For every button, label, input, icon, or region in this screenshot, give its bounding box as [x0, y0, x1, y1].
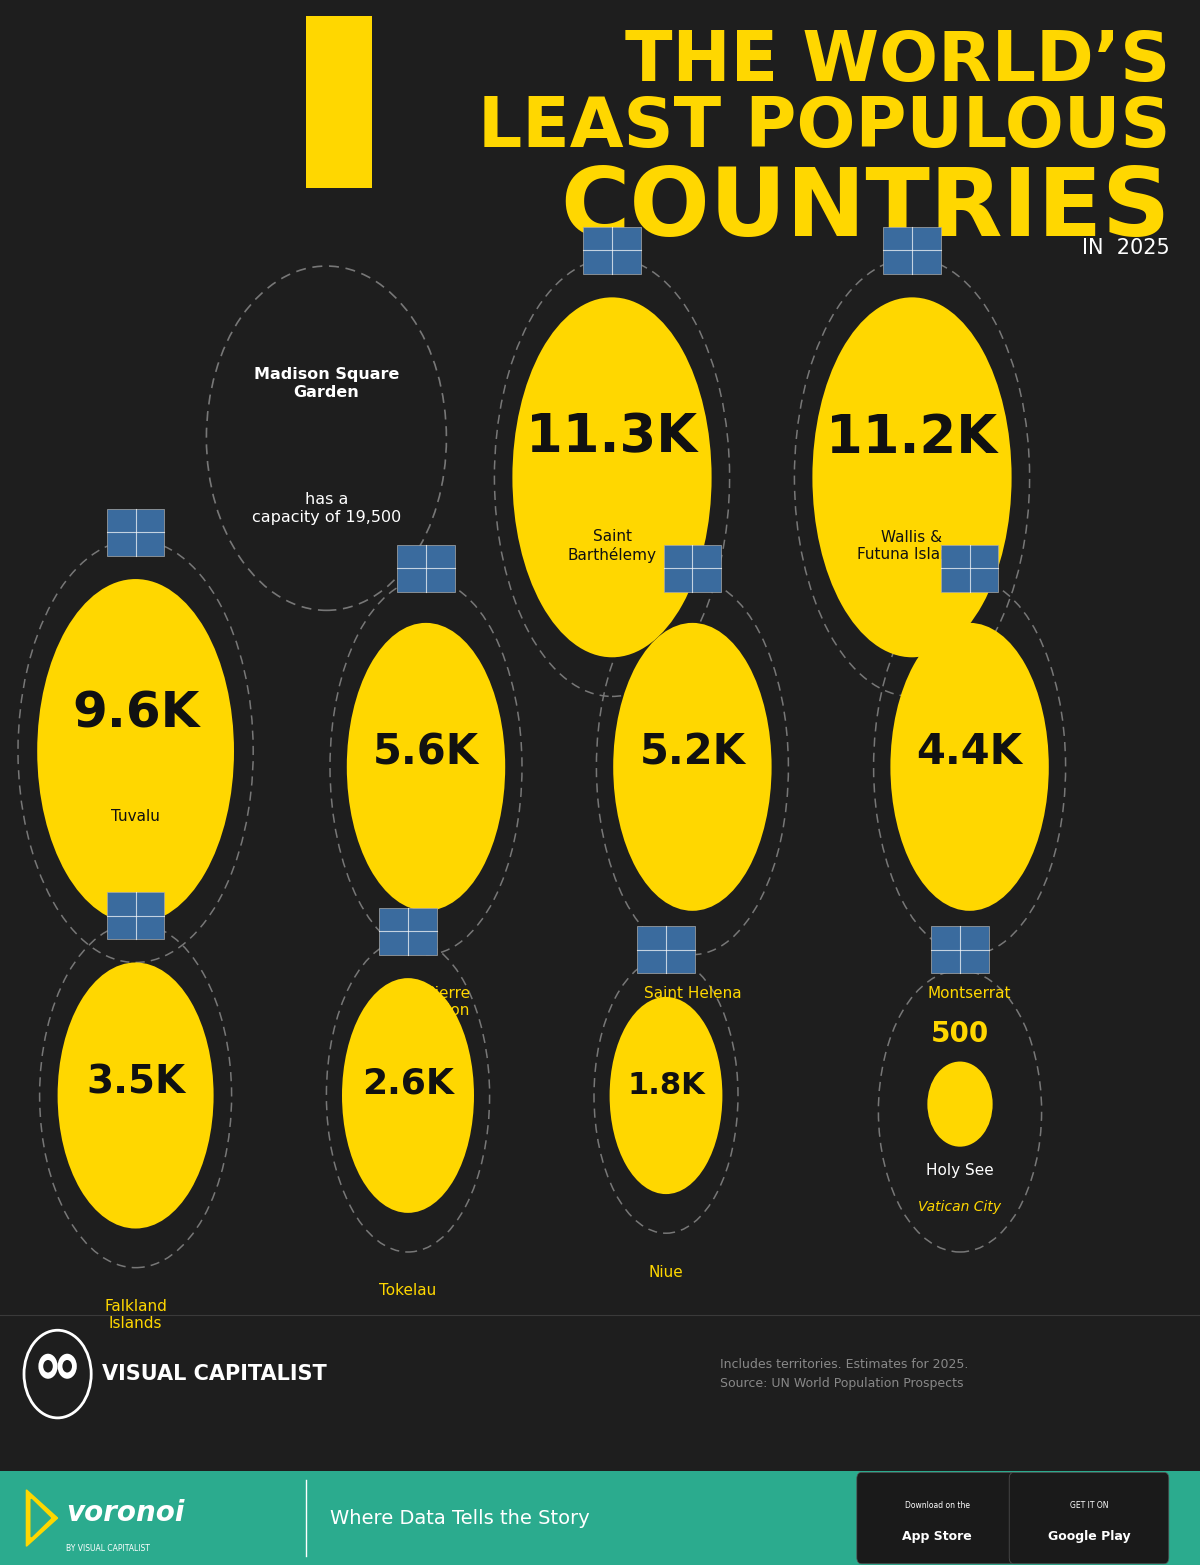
Text: has a
capacity of 19,500: has a capacity of 19,500	[252, 491, 401, 526]
Text: 4.4K: 4.4K	[917, 731, 1022, 773]
Text: Download on the: Download on the	[905, 1501, 970, 1510]
Text: 3.5K: 3.5K	[86, 1063, 185, 1102]
Bar	[306, 16, 372, 188]
Circle shape	[928, 1061, 992, 1147]
Text: Saint Pierre
& Miquelon: Saint Pierre & Miquelon	[382, 986, 470, 1019]
Bar	[883, 227, 941, 274]
Text: VISUAL CAPITALIST: VISUAL CAPITALIST	[102, 1365, 326, 1383]
Bar	[0, 1471, 1200, 1565]
Bar	[107, 892, 164, 939]
Ellipse shape	[812, 297, 1012, 657]
Ellipse shape	[37, 579, 234, 923]
Polygon shape	[26, 1490, 58, 1546]
Bar	[397, 545, 455, 592]
Ellipse shape	[613, 623, 772, 911]
Ellipse shape	[347, 623, 505, 911]
Ellipse shape	[58, 962, 214, 1229]
Text: 2.6K: 2.6K	[362, 1067, 454, 1100]
Text: Madison Square
Garden: Madison Square Garden	[253, 366, 400, 401]
Text: Niue: Niue	[649, 1265, 683, 1280]
Text: Saint
Barthélemy: Saint Barthélemy	[568, 529, 656, 562]
Text: 9.6K: 9.6K	[72, 689, 199, 737]
Text: 1.8K: 1.8K	[628, 1070, 704, 1100]
Ellipse shape	[342, 978, 474, 1213]
Text: Tuvalu: Tuvalu	[112, 809, 160, 825]
Ellipse shape	[512, 297, 712, 657]
Text: 5.2K: 5.2K	[640, 731, 745, 773]
Text: GET IT ON: GET IT ON	[1070, 1501, 1109, 1510]
Text: COUNTRIES: COUNTRIES	[560, 164, 1170, 257]
Text: Wallis &
Futuna Islands: Wallis & Futuna Islands	[857, 529, 967, 562]
Text: Vatican City: Vatican City	[918, 1200, 1002, 1214]
Text: Where Data Tells the Story: Where Data Tells the Story	[330, 1509, 589, 1527]
Text: Falkland
Islands: Falkland Islands	[104, 1299, 167, 1332]
Text: Holy See: Holy See	[926, 1163, 994, 1178]
Text: Includes territories. Estimates for 2025.
Source: UN World Population Prospects: Includes territories. Estimates for 2025…	[720, 1358, 968, 1390]
Bar	[941, 545, 998, 592]
Polygon shape	[31, 1499, 50, 1537]
Text: App Store: App Store	[902, 1531, 972, 1543]
Text: 500: 500	[931, 1020, 989, 1047]
Ellipse shape	[610, 997, 722, 1194]
Text: Saint Helena: Saint Helena	[643, 986, 742, 1002]
FancyBboxPatch shape	[1009, 1473, 1169, 1563]
Text: IN  2025: IN 2025	[1082, 238, 1170, 258]
Bar	[379, 908, 437, 955]
Text: 11.2K: 11.2K	[827, 412, 997, 463]
FancyBboxPatch shape	[857, 1473, 1016, 1563]
Circle shape	[38, 1354, 58, 1379]
Circle shape	[43, 1360, 53, 1373]
Text: Google Play: Google Play	[1049, 1531, 1130, 1543]
Bar	[664, 545, 721, 592]
Text: 5.6K: 5.6K	[373, 731, 479, 773]
Bar	[107, 509, 164, 556]
Text: LEAST POPULOUS: LEAST POPULOUS	[478, 94, 1170, 161]
Bar	[583, 227, 641, 274]
Text: Montserrat: Montserrat	[928, 986, 1012, 1002]
Bar	[637, 926, 695, 973]
Text: BY VISUAL CAPITALIST: BY VISUAL CAPITALIST	[66, 1543, 150, 1552]
Text: THE WORLD’S: THE WORLD’S	[625, 28, 1170, 95]
Bar	[931, 926, 989, 973]
Text: Tokelau: Tokelau	[379, 1283, 437, 1299]
Circle shape	[62, 1360, 72, 1373]
Ellipse shape	[890, 623, 1049, 911]
Text: voronoi: voronoi	[66, 1499, 185, 1527]
Circle shape	[58, 1354, 77, 1379]
Text: 11.3K: 11.3K	[527, 412, 697, 463]
